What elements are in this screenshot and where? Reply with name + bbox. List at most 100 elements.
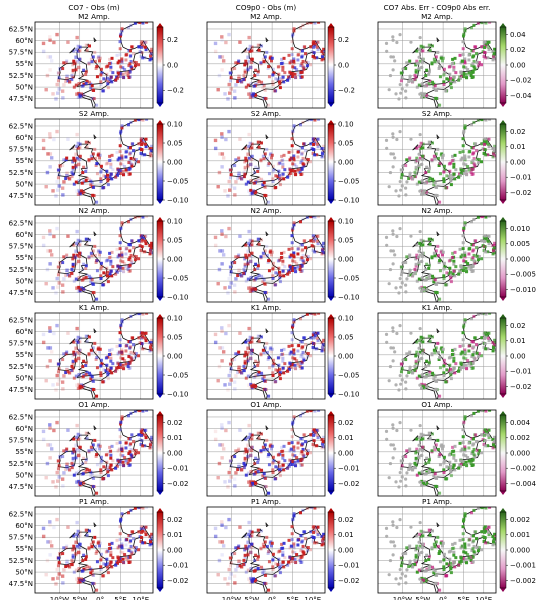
colorbar: 0.100.050.00−0.05−0.10 (327, 217, 359, 301)
station-marker (297, 344, 301, 348)
station-marker (234, 61, 238, 65)
station-marker (116, 546, 120, 550)
station-marker (288, 559, 292, 563)
coastline (69, 435, 76, 442)
station-marker (243, 167, 247, 171)
station-marker (408, 271, 412, 275)
station-marker (311, 442, 315, 446)
station-marker (144, 525, 148, 529)
station-marker (130, 260, 134, 264)
station-marker (70, 465, 74, 469)
station-marker (321, 440, 325, 444)
station-marker (77, 550, 81, 555)
station-marker (94, 260, 98, 264)
station-marker (217, 364, 222, 369)
station-marker (130, 261, 134, 265)
station-marker (128, 361, 132, 365)
station-marker (480, 507, 484, 510)
colorbar-tick-label: −0.04 (510, 92, 532, 100)
station-marker (70, 267, 74, 271)
station-marker (491, 249, 495, 253)
station-marker (420, 157, 425, 161)
station-marker (434, 485, 438, 489)
station-marker (72, 243, 76, 247)
station-marker (116, 559, 120, 563)
station-marker (427, 169, 431, 173)
station-marker (463, 29, 467, 33)
station-marker (458, 270, 462, 274)
coastline (93, 37, 97, 43)
station-marker (115, 173, 119, 177)
station-marker (492, 438, 496, 442)
station-marker (419, 437, 423, 441)
station-marker (301, 23, 305, 27)
station-marker (249, 545, 254, 550)
station-marker (301, 54, 305, 58)
station-marker (95, 259, 99, 263)
station-marker (139, 42, 143, 46)
station-marker (120, 542, 124, 546)
map-content (378, 507, 496, 593)
station-marker (405, 374, 409, 378)
station-marker (425, 82, 429, 86)
station-marker (75, 132, 79, 137)
station-marker (256, 167, 260, 171)
colorbar-extend-bottom (500, 297, 506, 301)
station-marker (92, 88, 96, 92)
station-marker (433, 157, 437, 161)
map-background (378, 507, 496, 593)
station-marker (459, 352, 463, 356)
colorbar-tick-label: −0.01 (338, 465, 359, 473)
station-marker (137, 354, 141, 358)
station-marker (87, 546, 91, 550)
station-marker (467, 53, 471, 57)
station-marker (471, 555, 475, 559)
station-marker (293, 363, 297, 367)
station-marker (296, 362, 300, 366)
station-marker (300, 62, 304, 66)
station-marker (242, 73, 246, 77)
station-marker (422, 190, 426, 194)
station-marker (267, 65, 271, 69)
lat-tick-label: 50°N (15, 180, 33, 188)
station-marker (404, 186, 408, 190)
lat-tick-label: 47.5°N (9, 386, 33, 394)
map-panel: K1 Amp.0.100.050.00−0.05−0.10 (206, 303, 359, 400)
station-marker (291, 266, 295, 270)
station-marker (472, 248, 476, 252)
station-marker (414, 456, 418, 460)
station-marker (476, 452, 480, 456)
station-marker (290, 144, 294, 148)
station-marker (278, 464, 282, 468)
station-marker (74, 55, 78, 59)
station-marker (295, 359, 299, 363)
station-marker (400, 459, 404, 463)
station-marker (290, 172, 294, 176)
station-marker (300, 450, 304, 454)
station-marker (289, 544, 293, 548)
station-marker (257, 48, 261, 52)
station-marker (449, 183, 453, 187)
station-marker (259, 449, 263, 453)
station-marker (140, 525, 144, 529)
station-marker (300, 243, 304, 247)
station-marker (259, 352, 263, 356)
station-marker (470, 258, 474, 262)
station-marker (463, 124, 467, 128)
lat-tick-label: 50°N (15, 374, 33, 382)
station-marker (454, 265, 458, 269)
station-marker (312, 433, 316, 437)
station-marker (260, 80, 264, 84)
colorbar-tick-label: 0.10 (167, 314, 183, 322)
station-marker (290, 463, 294, 467)
station-marker (254, 567, 258, 571)
station-marker (427, 528, 431, 532)
station-marker (316, 436, 320, 440)
station-marker (436, 147, 440, 151)
station-marker (243, 458, 247, 462)
station-marker (299, 560, 303, 564)
coastline (412, 435, 419, 442)
station-marker (105, 557, 109, 561)
station-marker (316, 137, 320, 141)
station-marker (77, 91, 81, 95)
